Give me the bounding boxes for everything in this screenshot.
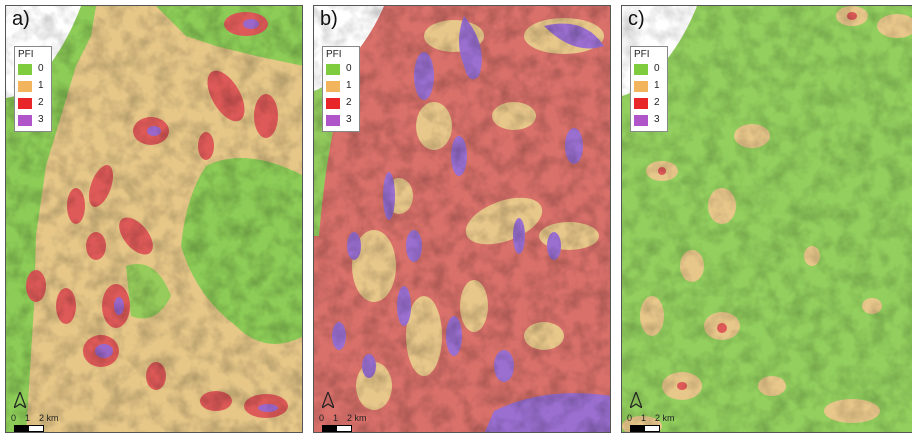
legend-swatch xyxy=(326,64,340,75)
scale-tick: 2 km xyxy=(655,413,675,423)
legend-label: 2 xyxy=(38,97,44,108)
scale-segment xyxy=(336,425,352,432)
legend-swatch xyxy=(634,115,648,126)
map-panel-c: c) PFI 0 1 2 3 0 1 2 km xyxy=(621,5,912,433)
legend: PFI 0 1 2 3 xyxy=(630,46,668,132)
legend-swatch xyxy=(18,98,32,109)
legend-label: 3 xyxy=(346,114,352,125)
scale-tick: 0 xyxy=(11,413,17,423)
legend-label: 0 xyxy=(38,63,44,74)
legend-swatch xyxy=(326,81,340,92)
legend-label: 1 xyxy=(38,80,44,91)
legend-item: 2 xyxy=(326,97,358,109)
map-c xyxy=(622,6,912,432)
legend-label: 1 xyxy=(346,80,352,91)
legend-item: 0 xyxy=(634,63,666,75)
panel-label: b) xyxy=(320,8,338,30)
north-arrow-icon xyxy=(14,392,26,408)
scale-tick: 2 km xyxy=(39,413,59,423)
legend-swatch xyxy=(326,115,340,126)
legend-label: 1 xyxy=(654,80,660,91)
legend-item: 1 xyxy=(634,80,666,92)
legend-label: 2 xyxy=(346,97,352,108)
scale-bar: 0 1 2 km xyxy=(319,413,379,432)
legend: PFI 0 1 2 3 xyxy=(14,46,52,132)
legend-label: 3 xyxy=(38,114,44,125)
legend-title: PFI xyxy=(326,49,342,60)
scale-tick: 1 xyxy=(25,413,31,423)
legend-label: 0 xyxy=(346,63,352,74)
legend-item: 1 xyxy=(18,80,50,92)
legend-swatch xyxy=(18,81,32,92)
map-panel-a: a) PFI 0 1 2 3 0 1 2 km xyxy=(5,5,303,433)
scale-segment xyxy=(28,425,44,432)
scale-bar: 0 1 2 km xyxy=(11,413,71,432)
legend-item: 3 xyxy=(18,114,50,126)
north-arrow-icon xyxy=(322,392,334,408)
scale-bar: 0 1 2 km xyxy=(627,413,687,432)
scale-segment xyxy=(644,425,660,432)
legend: PFI 0 1 2 3 xyxy=(322,46,360,132)
legend-swatch xyxy=(634,81,648,92)
legend-swatch xyxy=(18,64,32,75)
legend-label: 3 xyxy=(654,114,660,125)
legend-item: 2 xyxy=(634,97,666,109)
scale-tick: 1 xyxy=(641,413,647,423)
map-panel-b: b) PFI 0 1 2 3 0 1 2 km xyxy=(313,5,611,433)
legend-item: 0 xyxy=(326,63,358,75)
legend-item: 0 xyxy=(18,63,50,75)
legend-item: 1 xyxy=(326,80,358,92)
legend-label: 0 xyxy=(654,63,660,74)
legend-item: 2 xyxy=(18,97,50,109)
legend-swatch xyxy=(634,64,648,75)
map-a xyxy=(6,6,302,432)
legend-swatch xyxy=(326,98,340,109)
legend-swatch xyxy=(634,98,648,109)
legend-label: 2 xyxy=(654,97,660,108)
legend-swatch xyxy=(18,115,32,126)
scale-tick: 1 xyxy=(333,413,339,423)
scale-tick: 2 km xyxy=(347,413,367,423)
legend-item: 3 xyxy=(326,114,358,126)
scale-tick: 0 xyxy=(319,413,325,423)
north-arrow-icon xyxy=(630,392,642,408)
legend-item: 3 xyxy=(634,114,666,126)
scale-tick: 0 xyxy=(627,413,633,423)
legend-title: PFI xyxy=(634,49,650,60)
map-b xyxy=(314,6,610,432)
panel-label: c) xyxy=(628,8,645,30)
panel-label: a) xyxy=(12,8,30,30)
legend-title: PFI xyxy=(18,49,34,60)
